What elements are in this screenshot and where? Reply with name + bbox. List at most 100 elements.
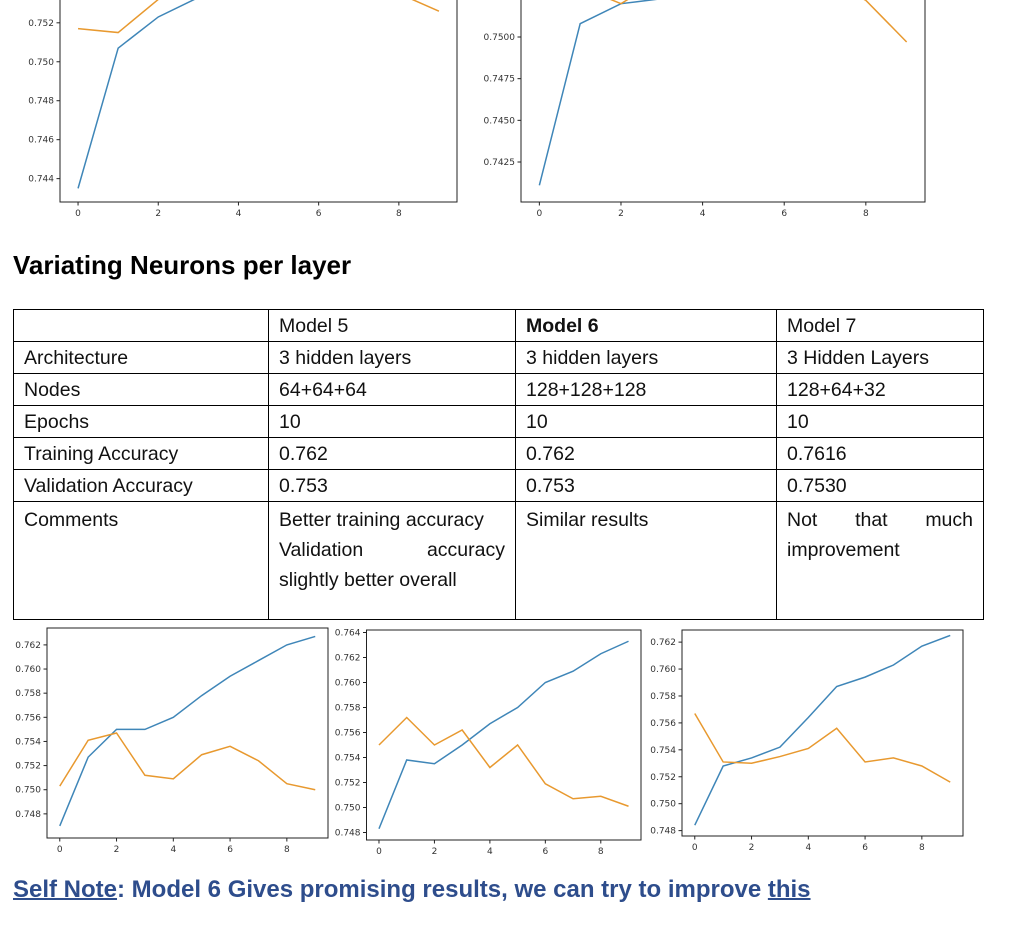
table-cell: 128+128+128 (515, 373, 777, 406)
section-heading: Variating Neurons per layer (13, 250, 352, 280)
table-row: Validation Accuracy 0.753 0.753 0.7530 (13, 469, 984, 502)
column-header: Model 6 (515, 309, 777, 342)
table-cell: 3 Hidden Layers (776, 341, 984, 374)
x-tick-label: 8 (396, 209, 402, 219)
y-tick-label: 0.7475 (484, 75, 516, 85)
data-line (538, 0, 658, 186)
y-tick-label: 0.762 (650, 638, 676, 648)
column-header: Model 7 (776, 309, 984, 342)
y-tick-label: 0.762 (15, 641, 41, 651)
y-tick-label: 0.752 (335, 779, 361, 789)
note-label: Self Note (13, 876, 118, 903)
table-cell: 128+64+32 (776, 373, 984, 406)
table-cell: Similar results (515, 501, 777, 620)
y-tick-label: 0.748 (650, 827, 676, 837)
x-tick-label: 0 (75, 209, 81, 219)
data-line (77, 0, 195, 189)
table-cell: 10 (268, 405, 516, 438)
table-cell: 0.7616 (776, 437, 984, 470)
plot-frame (46, 627, 329, 839)
x-tick-label: 0 (536, 209, 542, 219)
table-body: Model 5 Model 6 Model 7 Architecture 3 hidde… (13, 309, 984, 620)
table-cell: 0.762 (515, 437, 777, 470)
row-label: Nodes (13, 373, 269, 406)
table-cell: 3 hidden layers (268, 341, 516, 374)
x-tick-label: 6 (316, 209, 322, 219)
y-tick-label: 0.748 (28, 97, 54, 107)
table-cell: Not that much improvement (776, 501, 984, 620)
y-tick-label: 0.760 (650, 665, 676, 675)
y-tick-label: 0.752 (15, 762, 41, 772)
row-label: Epochs (13, 405, 269, 438)
table-cell: 0.753 (515, 469, 777, 502)
y-tick-label: 0.748 (335, 829, 361, 839)
table-cell: Better training accuracy Validation accu… (268, 501, 516, 620)
y-tick-label: 0.750 (28, 58, 54, 68)
data-line (378, 716, 629, 807)
plot-frame (366, 629, 642, 841)
x-tick-label: 0 (692, 843, 698, 853)
y-tick-label: 0.750 (650, 800, 676, 810)
x-tick-label: 2 (155, 209, 161, 219)
y-tick-label: 0.758 (335, 704, 361, 714)
data-line (59, 635, 316, 827)
x-tick-label: 4 (487, 847, 493, 857)
x-tick-label: 0 (376, 847, 382, 857)
table-row: Nodes 64+64+64 128+128+128 128+64+32 (13, 373, 984, 406)
self-note: Self Note: Model 6 Gives promising resul… (13, 876, 811, 904)
y-tick-label: 0.754 (650, 746, 676, 756)
y-tick-label: 0.7450 (484, 116, 516, 126)
table-row: Comments Better training accuracy Validat… (13, 501, 984, 620)
y-tick-label: 0.764 (335, 629, 361, 639)
y-tick-label: 0.758 (15, 689, 41, 699)
note-link[interactable]: this (767, 876, 811, 903)
note-text: : Model 6 Gives promising results, we ca… (117, 876, 768, 903)
y-tick-label: 0.760 (335, 679, 361, 689)
y-tick-label: 0.750 (15, 786, 41, 796)
x-tick-label: 2 (114, 845, 120, 855)
x-tick-label: 8 (284, 845, 290, 855)
x-tick-label: 0 (57, 845, 63, 855)
y-tick-label: 0.750 (335, 804, 361, 814)
plot-frame (681, 629, 964, 837)
table-cell: 64+64+64 (268, 373, 516, 406)
table-cell: 0.7530 (776, 469, 984, 502)
table-row: Epochs 10 10 10 (13, 405, 984, 438)
table-row: Architecture 3 hidden layers 3 hidden laye… (13, 341, 984, 374)
y-tick-label: 0.752 (28, 19, 54, 29)
y-tick-label: 0.746 (28, 136, 54, 146)
x-tick-label: 2 (432, 847, 438, 857)
x-tick-label: 2 (618, 209, 624, 219)
table-row: Training Accuracy 0.762 0.762 0.7616 (13, 437, 984, 470)
corner-cell (13, 309, 269, 342)
y-tick-label: 0.762 (335, 654, 361, 664)
data-line (77, 0, 440, 34)
y-tick-label: 0.756 (15, 713, 41, 723)
table-cell: 0.762 (268, 437, 516, 470)
x-tick-label: 6 (862, 843, 868, 853)
data-line (59, 732, 316, 791)
plot-frame (520, 0, 926, 203)
header-row: Model 5 Model 6 Model 7 (13, 309, 984, 342)
table-cell: 10 (515, 405, 777, 438)
table-cell: 10 (776, 405, 984, 438)
y-tick-label: 0.752 (650, 773, 676, 783)
x-tick-label: 4 (170, 845, 176, 855)
x-tick-label: 6 (781, 209, 787, 219)
x-tick-label: 6 (227, 845, 233, 855)
x-tick-label: 4 (700, 209, 706, 219)
table-cell: 3 hidden layers (515, 341, 777, 374)
x-tick-label: 8 (863, 209, 869, 219)
x-tick-label: 2 (749, 843, 755, 853)
row-label: Validation Accuracy (13, 469, 269, 502)
y-tick-label: 0.7500 (484, 33, 516, 43)
y-tick-label: 0.748 (15, 810, 41, 820)
y-tick-label: 0.756 (335, 729, 361, 739)
table-cell: 0.753 (268, 469, 516, 502)
row-label: Training Accuracy (13, 437, 269, 470)
x-tick-label: 8 (919, 843, 925, 853)
x-tick-label: 4 (236, 209, 242, 219)
y-tick-label: 0.756 (650, 719, 676, 729)
